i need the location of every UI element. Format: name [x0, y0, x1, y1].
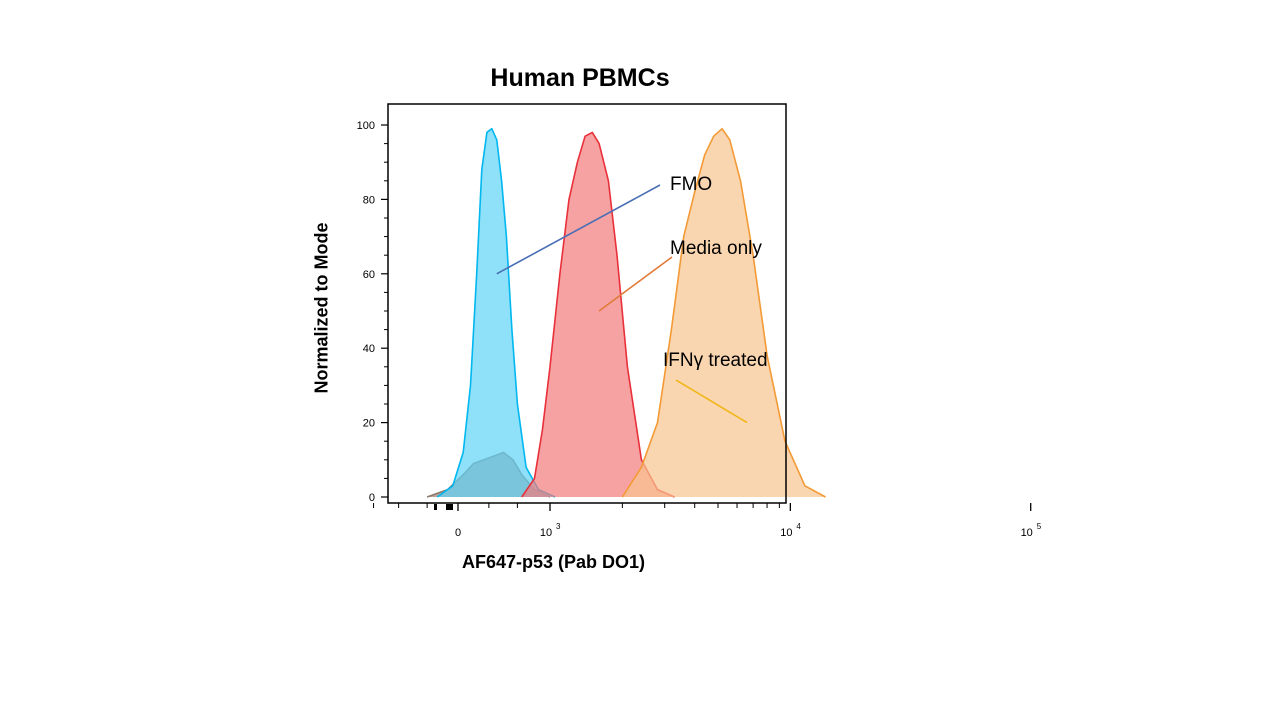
y-tick-label: 40	[363, 343, 375, 355]
axis-layer: 0 20 40 60 80 100 0 10 3 10 4 10 5	[357, 120, 1042, 539]
x-tick-exponent: 5	[1037, 522, 1042, 531]
chart-title: Human PBMCs	[490, 64, 670, 92]
annotation-label-ifn-treated: IFNγ treated	[663, 350, 768, 371]
y-tick-label: 20	[363, 418, 375, 430]
series-area-ifn-treated	[622, 128, 826, 497]
annotation-line-ifn-treated	[675, 379, 748, 424]
y-tick-label: 60	[363, 269, 375, 281]
series-line-ifn-treated	[621, 127, 826, 498]
annotation-label-media-only: Media only	[670, 238, 762, 259]
series-area-media-only	[521, 132, 675, 497]
x-tick-exponent: 4	[796, 522, 801, 531]
x-tick-exponent: 3	[556, 522, 561, 531]
x-tick-label: 10	[540, 527, 552, 539]
annotation-line-media-only	[598, 256, 673, 312]
x-tick-cluster	[434, 504, 437, 510]
y-tick-label: 0	[369, 492, 375, 504]
x-axis-label: AF647-p53 (Pab DO1)	[462, 552, 646, 572]
x-tick-label: 0	[455, 527, 461, 539]
y-tick-label: 80	[363, 194, 375, 206]
annotation-layer: FMO Media only IFNγ treated	[496, 174, 768, 424]
series-line-fmo	[436, 127, 556, 498]
series-area-fmo	[437, 128, 556, 497]
annotation-label-fmo: FMO	[670, 174, 712, 195]
annotation-line-fmo	[496, 184, 661, 275]
x-tick-cluster	[446, 504, 453, 510]
y-tick-label: 100	[357, 120, 375, 132]
x-tick-label: 10	[780, 527, 792, 539]
x-tick-label: 10	[1021, 527, 1033, 539]
series-line-media-only	[521, 131, 675, 498]
plot-frame	[387, 103, 787, 504]
series-layer	[426, 127, 826, 498]
